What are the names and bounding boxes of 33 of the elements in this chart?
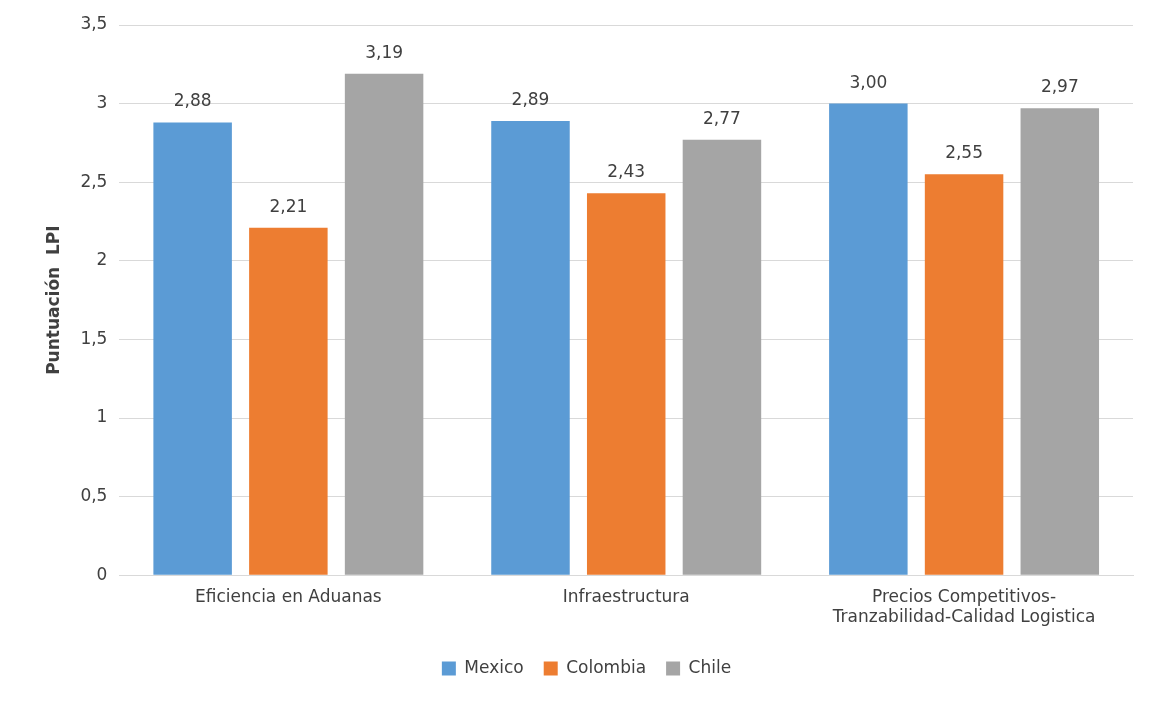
data-label: 2,55: [945, 142, 983, 163]
y-tick-label: 2,5: [80, 170, 108, 191]
bar: [924, 174, 1004, 575]
bar: [344, 73, 424, 575]
x-tick-label: Precios Competitivos-Tranzabilidad-Calidad Logistica: [831, 585, 1096, 627]
data-label: 2,21: [269, 195, 308, 216]
legend-label: Chile: [688, 656, 732, 677]
bar: [249, 227, 328, 575]
x-tick-label: Eficiencia en Aduanas: [195, 585, 382, 606]
bar: [586, 193, 666, 575]
y-tick-label: 0: [96, 563, 108, 584]
y-tick-label: 0,5: [80, 485, 108, 506]
y-tick-label: 1,5: [80, 327, 108, 348]
legend-label: Mexico: [464, 656, 524, 677]
legend-label: Colombia: [566, 656, 647, 677]
bar: [682, 139, 762, 575]
y-tick-label: 1: [96, 406, 108, 427]
bar: [491, 120, 570, 575]
y-tick-label: 2: [96, 249, 108, 270]
data-label: 2,43: [607, 161, 646, 182]
data-label: 2,77: [703, 107, 741, 128]
data-label: 2,97: [1040, 76, 1079, 97]
y-tick-label: 3: [96, 92, 108, 113]
data-label: 2,89: [511, 88, 550, 109]
data-label: 3,19: [365, 41, 404, 62]
bar: [1020, 108, 1100, 575]
bar: [153, 122, 232, 575]
data-label: 2,88: [173, 90, 212, 111]
bar: [829, 103, 908, 575]
x-tick-label: Infraestructura: [562, 585, 690, 606]
data-label: 3,00: [849, 71, 888, 92]
y-tick-label: 3,5: [80, 13, 108, 34]
y-axis-title: Puntuación LPI: [42, 225, 63, 375]
